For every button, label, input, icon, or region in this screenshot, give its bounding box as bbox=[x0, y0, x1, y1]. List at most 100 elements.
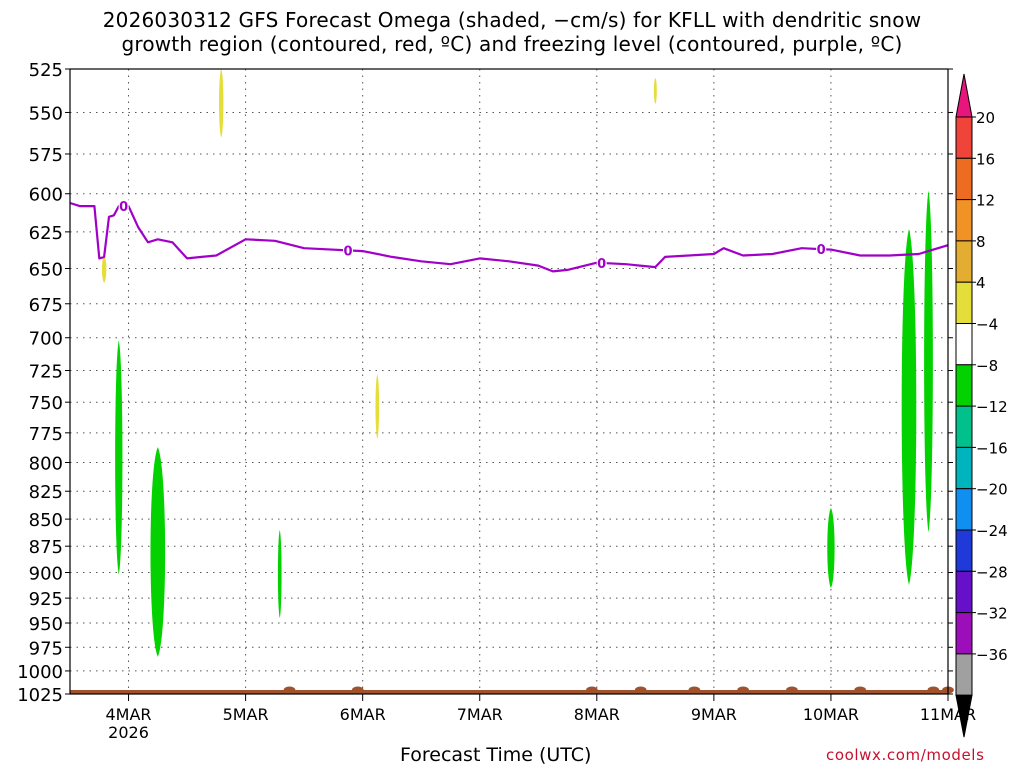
colorbar-label: 20 bbox=[976, 109, 995, 127]
omega-region bbox=[827, 508, 835, 588]
ground-bump bbox=[688, 686, 701, 694]
freezing-level-contour-label: 0 bbox=[344, 244, 353, 259]
x-axis-title: Forecast Time (UTC) bbox=[400, 744, 592, 766]
y-tick-label: 850 bbox=[29, 510, 63, 531]
colorbar-swatch bbox=[955, 488, 973, 531]
y-tick-label: 825 bbox=[29, 482, 63, 503]
colorbar-swatch bbox=[955, 281, 973, 325]
colorbar-swatch bbox=[955, 116, 973, 159]
colorbar-label: −20 bbox=[976, 481, 1008, 499]
x-tick-label: 7MAR bbox=[457, 705, 503, 724]
ground-bump bbox=[786, 686, 798, 694]
y-tick-label: 925 bbox=[29, 589, 63, 610]
colorbar-swatch bbox=[955, 157, 973, 201]
ground-bump bbox=[351, 686, 364, 694]
colorbar-swatch bbox=[955, 405, 973, 448]
ground-bump bbox=[283, 686, 296, 694]
colorbar-label: 12 bbox=[976, 192, 995, 210]
colorbar-label: −36 bbox=[976, 646, 1008, 664]
colorbar-label: 4 bbox=[976, 274, 986, 292]
y-tick-label: 575 bbox=[29, 145, 63, 166]
y-tick-label: 950 bbox=[29, 614, 63, 635]
chart-title-line-1: 2026030312 GFS Forecast Omega (shaded, −… bbox=[102, 8, 922, 32]
colorbar-swatch bbox=[955, 653, 973, 696]
y-tick-label: 900 bbox=[29, 564, 63, 585]
y-tick-label: 550 bbox=[29, 103, 63, 124]
omega-region bbox=[277, 530, 282, 619]
x-tick-sublabel: 2026 bbox=[108, 723, 149, 742]
colorbar-label: −8 bbox=[976, 357, 998, 375]
omega-region bbox=[901, 228, 917, 585]
x-tick-label: 5MAR bbox=[223, 705, 269, 724]
colorbar: 20 16 12 8 4 −4 −8 −12 −16 −20 −24 −28 −32 −36 bbox=[955, 73, 1008, 738]
x-tick-label: 10MAR bbox=[803, 705, 859, 724]
chart-title: 2026030312 GFS Forecast Omega (shaded, −… bbox=[0, 8, 1024, 56]
freezing-level-contour-label: 0 bbox=[597, 257, 606, 272]
ground-strip bbox=[70, 690, 948, 694]
x-tick-label: 4MAR bbox=[106, 705, 152, 724]
ground-bump bbox=[927, 686, 940, 694]
colorbar-swatch bbox=[955, 446, 973, 490]
colorbar-label: −16 bbox=[976, 439, 1008, 457]
colorbar-label: 8 bbox=[976, 233, 986, 251]
ground-bump bbox=[854, 686, 867, 694]
y-tick-label: 750 bbox=[29, 393, 63, 414]
colorbar-top-triangle bbox=[955, 73, 973, 118]
colorbar-swatch bbox=[955, 570, 973, 614]
omega-region bbox=[924, 190, 933, 533]
colorbar-label: −28 bbox=[976, 563, 1008, 581]
y-tick-label: 600 bbox=[29, 185, 63, 206]
y-tick-label: 975 bbox=[29, 638, 63, 659]
x-tick-label: 9MAR bbox=[691, 705, 737, 724]
colorbar-label: −32 bbox=[976, 605, 1008, 623]
ground-bump bbox=[586, 686, 598, 694]
omega-region bbox=[219, 69, 224, 138]
chart-title-line-2: growth region (contoured, red, ºC) and f… bbox=[121, 32, 903, 56]
colorbar-label: −12 bbox=[976, 398, 1008, 416]
freezing-level-contour: 0 0 0 0 bbox=[69, 199, 949, 273]
colorbar-swatch bbox=[955, 529, 973, 572]
omega-region bbox=[115, 340, 123, 575]
y-tick-label: 725 bbox=[29, 362, 63, 383]
source-credit: coolwx.com/models bbox=[826, 746, 985, 764]
y-tick-label: 875 bbox=[29, 537, 63, 558]
freezing-level-line bbox=[69, 201, 949, 273]
colorbar-swatch bbox=[955, 364, 973, 407]
colorbar-label: 16 bbox=[976, 150, 995, 168]
y-tick-label: 675 bbox=[29, 295, 63, 316]
gridlines bbox=[70, 68, 949, 695]
colorbar-swatch bbox=[955, 323, 973, 366]
y-tick-label: 625 bbox=[29, 223, 63, 244]
omega-region bbox=[375, 374, 380, 439]
y-tick-label: 1000 bbox=[17, 662, 63, 683]
contour-label-bg bbox=[816, 242, 827, 257]
contour-label-bg bbox=[118, 199, 129, 214]
y-tick-label: 800 bbox=[29, 453, 63, 474]
y-tick-label: 700 bbox=[29, 329, 63, 350]
y-tick-label: 650 bbox=[29, 260, 63, 281]
y-axis: 525 550 575 600 625 650 675 700 725 750 775 800 825 8… bbox=[17, 60, 953, 706]
y-tick-label: 775 bbox=[29, 424, 63, 445]
y-tick-label: 1025 bbox=[17, 685, 63, 706]
contour-label-bg bbox=[343, 243, 354, 258]
ground-surface bbox=[70, 686, 954, 694]
freezing-level-contour-label: 0 bbox=[119, 200, 128, 215]
colorbar-bottom-triangle bbox=[955, 694, 973, 738]
ground-bump bbox=[737, 686, 749, 694]
omega-region bbox=[653, 77, 657, 104]
omega-shaded-regions bbox=[101, 69, 933, 657]
colorbar-swatch bbox=[955, 199, 973, 242]
colorbar-label: −4 bbox=[976, 316, 998, 334]
omega-region bbox=[150, 447, 166, 657]
plot-border bbox=[69, 68, 949, 695]
x-tick-label: 6MAR bbox=[340, 705, 386, 724]
contour-label-bg bbox=[596, 255, 607, 270]
colorbar-label: −24 bbox=[976, 522, 1008, 540]
x-tick-label: 8MAR bbox=[574, 705, 620, 724]
colorbar-swatch bbox=[955, 612, 973, 655]
omega-region bbox=[101, 255, 107, 283]
freezing-level-contour-label: 0 bbox=[817, 243, 826, 258]
y-tick-label: 525 bbox=[29, 60, 63, 81]
